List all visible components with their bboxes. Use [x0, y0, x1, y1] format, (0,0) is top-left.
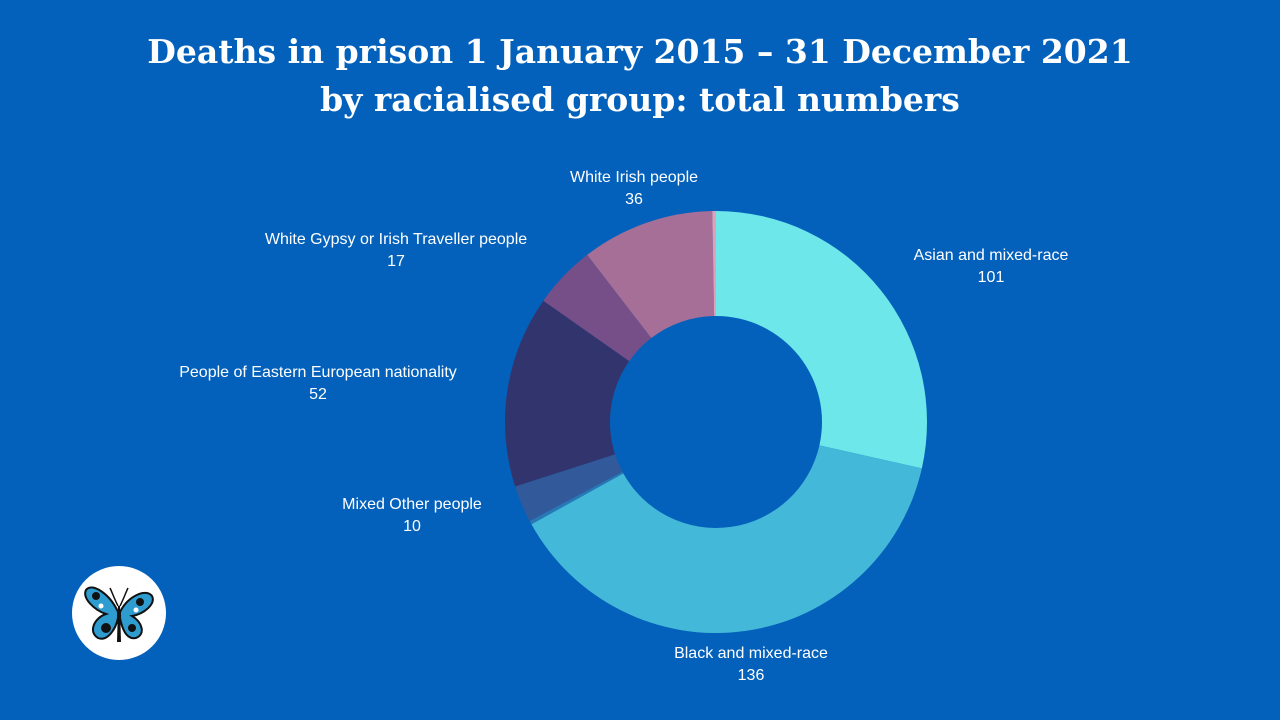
label-gypsy-traveller: White Gypsy or Irish Traveller people 17	[265, 229, 527, 273]
label-name: Mixed Other people	[342, 496, 482, 513]
chart-title-line-1: Deaths in prison 1 January 2015 – 31 Dec…	[147, 32, 1133, 71]
label-value: 17	[387, 253, 405, 270]
label-eastern-european: People of Eastern European nationality 5…	[179, 362, 457, 406]
label-name: White Irish people	[569, 169, 699, 186]
slice-0	[716, 211, 928, 469]
slice-3	[515, 454, 623, 521]
label-black-mixed-race: Black and mixed-race 136	[674, 643, 828, 687]
label-name: People of Eastern European nationality	[179, 364, 457, 381]
chart-title-line-2: by racialised group: total numbers	[320, 80, 960, 119]
label-asian-mixed-race: Asian and mixed-race 101	[914, 245, 1069, 289]
chart-title: Deaths in prison 1 January 2015 – 31 Dec…	[0, 28, 1280, 124]
slice-1	[531, 445, 922, 633]
label-name: White Gypsy or Irish Traveller people	[264, 231, 528, 248]
label-value: 101	[977, 269, 1005, 286]
label-value: 52	[309, 386, 327, 403]
label-white-irish: White Irish people 36	[570, 167, 698, 211]
label-mixed-other: Mixed Other people 10	[342, 494, 482, 538]
slice-6	[587, 211, 715, 339]
label-name: Black and mixed-race	[674, 645, 828, 662]
label-value: 36	[625, 191, 643, 208]
label-name: Asian and mixed-race	[913, 247, 1069, 264]
butterfly-logo-icon	[72, 566, 166, 660]
label-value: 10	[403, 518, 421, 535]
slice-4	[505, 300, 630, 487]
label-value: 136	[737, 667, 765, 684]
slice-5	[543, 254, 652, 362]
slice-2	[529, 471, 624, 525]
slice-7	[712, 211, 716, 317]
